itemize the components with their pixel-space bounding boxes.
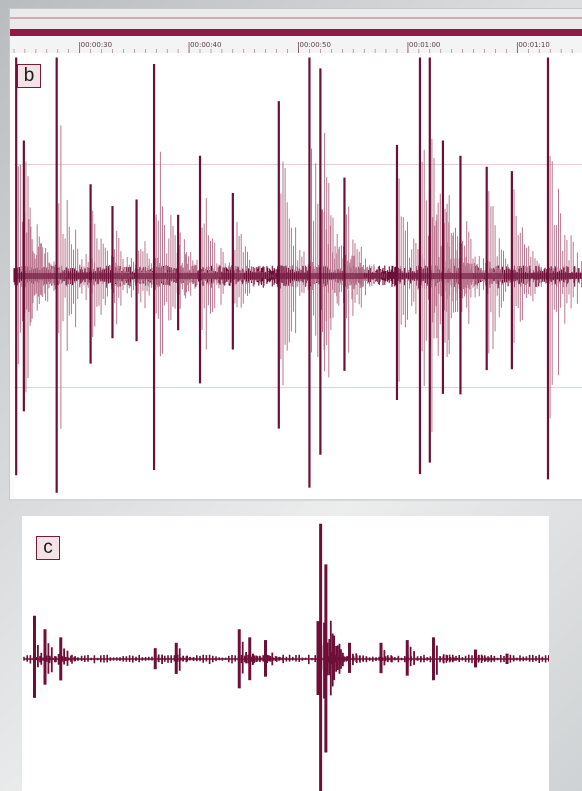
waveform-panel-c: [22, 516, 549, 791]
spike-c-12: [348, 642, 375, 673]
spike-c-10: [319, 523, 346, 791]
spike-c-15: [432, 637, 459, 681]
spike-c-14: [405, 640, 432, 676]
spike-c-13: [379, 642, 406, 674]
waveform-panel-b: 00:00:30 00:00:40 00:00:50 00:01:00 00:01:10: [9, 8, 582, 501]
spike-c-11: [324, 564, 351, 753]
ruler-top-line: [10, 17, 582, 19]
waveform-b-chart: 00:00:30 00:00:40 00:00:50 00:01:00 00:01:10: [10, 9, 582, 501]
spike-c-17: [505, 653, 532, 665]
panel-label-c: c: [36, 536, 60, 560]
spike-c-8: [264, 640, 291, 677]
waveform-b-centre-band: [14, 273, 582, 279]
waveform-c-trace: [23, 523, 549, 791]
spike-c-4: [153, 648, 180, 670]
spike-b-13: [319, 68, 363, 455]
ruler-tick-area: [10, 36, 582, 53]
ruler-bar: [10, 29, 582, 36]
ruler-tick-label: 00:01:00: [409, 41, 440, 49]
spike-c-3: [59, 637, 86, 681]
panel-label-b: b: [17, 64, 41, 88]
ruler-tick-label: 00:00:40: [190, 41, 221, 49]
ruler-tick-label: 00:01:10: [518, 41, 549, 49]
ruler-tick-label: 00:00:30: [81, 41, 112, 49]
ruler-tick-label: 00:00:50: [300, 41, 331, 49]
spike-c-5: [174, 642, 201, 674]
ruler-minor-ticks: [13, 49, 573, 53]
waveform-c-chart: [23, 523, 549, 791]
spike-c-16: [474, 649, 501, 668]
